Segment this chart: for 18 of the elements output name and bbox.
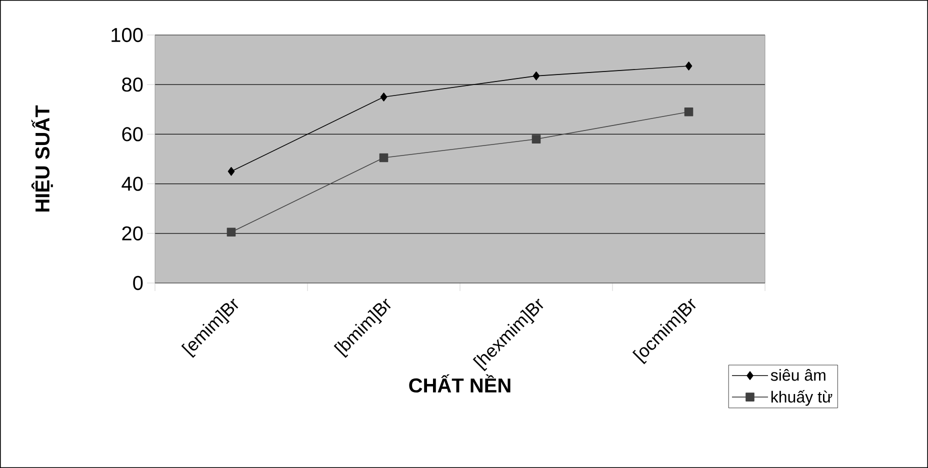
point [532, 134, 541, 144]
point [532, 72, 540, 80]
y-tick-label: 80 [122, 78, 143, 92]
point [228, 167, 235, 176]
y-tick-label: 60 [122, 127, 143, 142]
point [685, 62, 692, 70]
legend-label: siêu âm [770, 369, 826, 381]
point [226, 228, 236, 237]
y-axis-title: HIỆU SUẤT [31, 105, 53, 212]
y-tick-label: 40 [122, 176, 143, 191]
y-tick-label: 20 [122, 226, 143, 240]
x-axis-title: CHẤT NỀN [409, 374, 510, 393]
y-tick-label: 0 [133, 276, 143, 290]
point [379, 153, 388, 162]
point [684, 107, 694, 116]
legend-label: khuấy từ [771, 390, 832, 406]
y-tick-label: 100 [112, 28, 143, 42]
point [380, 92, 388, 102]
